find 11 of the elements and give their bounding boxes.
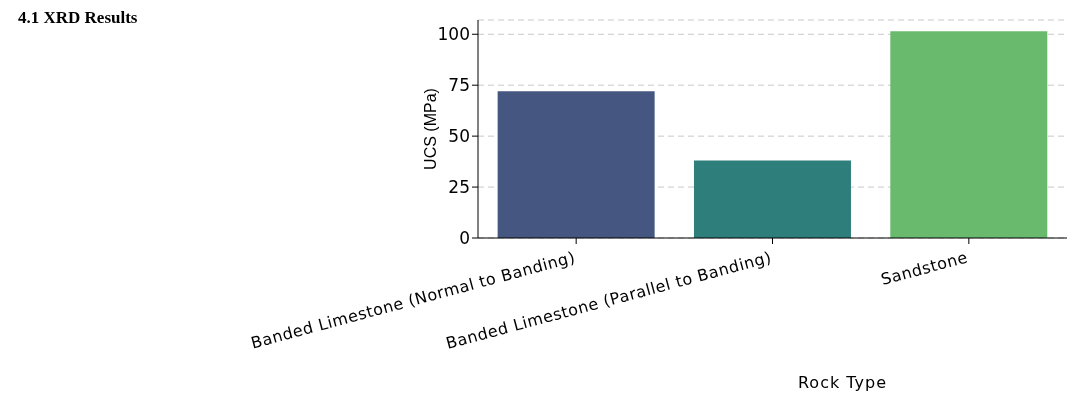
y-axis-title: UCS (MPa) xyxy=(421,88,439,170)
y-tick-label: 100 xyxy=(437,24,470,45)
y-tick-label: 75 xyxy=(448,75,470,96)
text: 4.1 XRD Results xyxy=(18,8,138,28)
y-tick-label: 25 xyxy=(448,177,470,198)
x-axis-title: Rock Type xyxy=(797,373,888,392)
bar xyxy=(890,31,1048,238)
bar xyxy=(497,91,655,238)
y-tick-label: 0 xyxy=(459,228,470,249)
y-tick-label: 50 xyxy=(448,126,470,147)
bar xyxy=(693,160,851,238)
